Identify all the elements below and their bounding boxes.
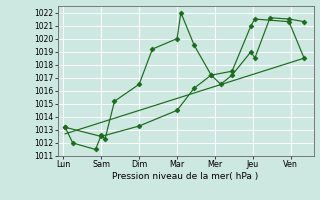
X-axis label: Pression niveau de la mer( hPa ): Pression niveau de la mer( hPa ) bbox=[112, 172, 259, 181]
